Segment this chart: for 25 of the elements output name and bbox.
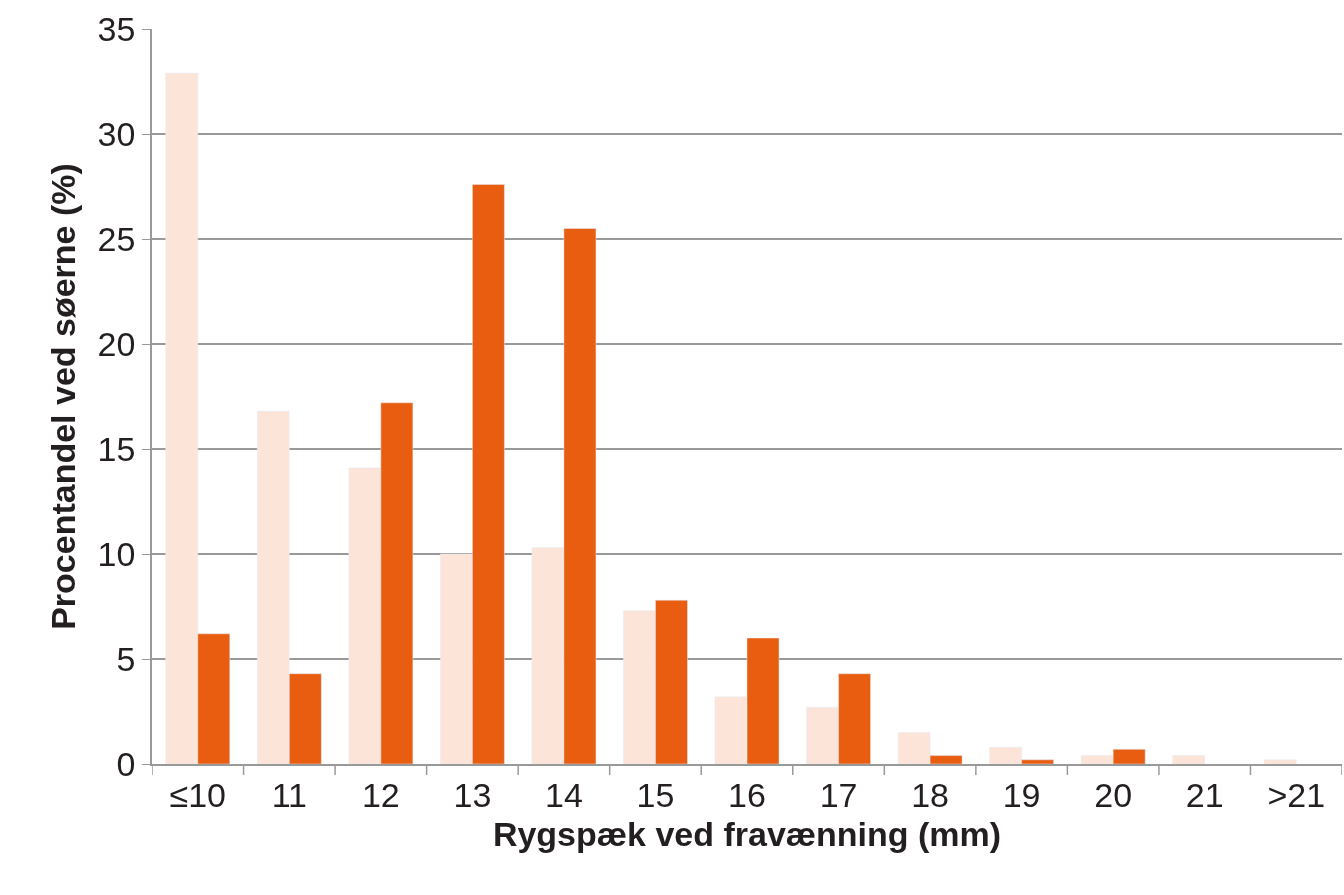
x-tick-label: 11 bbox=[271, 775, 307, 814]
x-tick-label: 20 bbox=[1094, 775, 1133, 814]
y-tick-label: 15 bbox=[97, 429, 136, 468]
y-tick-label: 0 bbox=[116, 744, 136, 783]
y-tick-label: 25 bbox=[97, 219, 136, 258]
y-tick-label: 20 bbox=[97, 324, 136, 363]
x-tick-label: 14 bbox=[545, 775, 583, 814]
bar bbox=[1172, 755, 1205, 764]
y-tick-label: 10 bbox=[97, 534, 136, 573]
y-axis-title: Procentandel ved søerne (%) bbox=[43, 163, 82, 630]
y-tick-label: 35 bbox=[97, 9, 136, 48]
x-tick-label: 12 bbox=[361, 775, 400, 814]
x-tick-label: 17 bbox=[819, 775, 858, 814]
x-tick-label: 18 bbox=[911, 775, 949, 814]
x-tick-label: 13 bbox=[453, 775, 492, 814]
x-tick-label: 19 bbox=[1002, 775, 1041, 814]
bar bbox=[1263, 759, 1297, 764]
y-tick-label: 5 bbox=[116, 639, 136, 678]
x-axis-title: Rygspæk ved fravænning (mm) bbox=[492, 815, 1002, 854]
x-tick-label: ≤10 bbox=[169, 775, 227, 814]
y-tick-label: 30 bbox=[97, 114, 136, 153]
x-tick-label: 21 bbox=[1185, 775, 1224, 814]
x-tick-label: >21 bbox=[1267, 775, 1326, 814]
x-tick-label: 15 bbox=[636, 775, 675, 814]
x-tick-label: 16 bbox=[728, 775, 766, 814]
